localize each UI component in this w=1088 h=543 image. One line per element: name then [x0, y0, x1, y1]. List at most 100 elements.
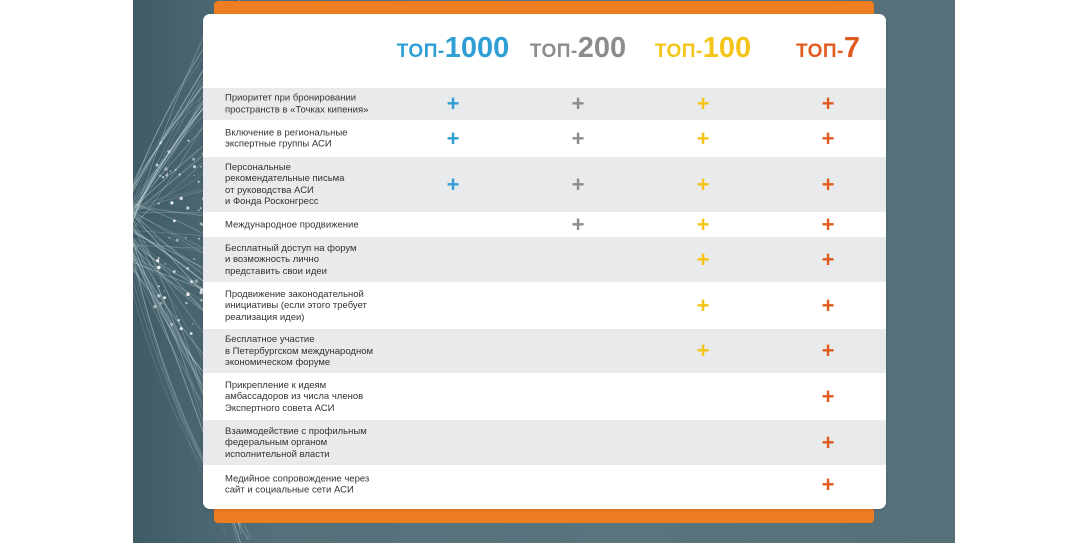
fiber-light-dot [192, 157, 196, 161]
fiber-light-dot [178, 173, 181, 176]
fiber-light-dot [194, 279, 199, 283]
tier-number: 100 [702, 32, 752, 64]
plus-icon: + [821, 125, 835, 151]
tier-prefix: ТОП- [654, 41, 703, 62]
fiber-light-dot [157, 265, 161, 270]
tier-prefix: ТОП- [529, 41, 578, 62]
tier-top-1000: ТОП-1000 [378, 32, 528, 65]
fiber-light-dot [192, 323, 194, 325]
plus-icon: + [571, 125, 585, 151]
table-row: Приоритет при бронировании пространств в… [203, 88, 886, 120]
benefit-label: Продвижение законодательной инициативы (… [225, 288, 367, 323]
fiber-light-dot [159, 174, 162, 177]
table-row: Взаимодействие с профильным федеральным … [203, 420, 886, 465]
fiber-light-dot [168, 236, 171, 239]
fiber-light-dot [169, 170, 172, 172]
table-row: Международное продвижение + + + [203, 212, 886, 237]
fiber-light-dot [200, 288, 204, 292]
fiber-light-dot [157, 294, 161, 298]
plus-icon: + [821, 91, 835, 116]
table-row: Прикрепление к идеям амбассадоров из чис… [203, 373, 886, 420]
table-row: Медийное сопровождение через сайт и соци… [203, 465, 886, 504]
fiber-light-dot [159, 141, 162, 145]
plus-icon: + [571, 171, 585, 197]
benefit-label: Взаимодействие с профильным федеральным … [225, 425, 367, 460]
fiber-light-dot [199, 207, 202, 210]
comparison-card: ТОП-1000 ТОП-200 ТОП-100 ТОП-7 Приоритет… [203, 14, 886, 509]
fiber-light-dot [197, 180, 200, 183]
table-row: Продвижение законодательной инициативы (… [203, 282, 886, 329]
tier-top-200: ТОП-200 [503, 32, 653, 65]
fiber-light-dot [186, 292, 190, 297]
plus-icon: + [821, 171, 835, 197]
plus-icon: + [446, 91, 460, 116]
fiber-light-dot [165, 173, 169, 177]
fiber-light-dot [184, 236, 187, 239]
fiber-light-dot [193, 174, 195, 177]
plus-icon: + [821, 338, 835, 363]
fiber-light-dot [155, 163, 159, 167]
plus-icon: + [696, 292, 710, 318]
fiber-light-dot [163, 290, 165, 292]
fiber-light-dot [161, 176, 165, 179]
benefit-label: Медийное сопровождение через сайт и соци… [225, 473, 370, 496]
fiber-light-dot [192, 165, 197, 169]
fiber-light-dot [179, 196, 183, 201]
fiber-light-dot [166, 172, 169, 175]
fiber-light-dot [177, 318, 181, 322]
tier-prefix: ТОП- [795, 41, 844, 62]
plus-icon: + [696, 246, 710, 272]
tier-number: 7 [843, 32, 861, 64]
benefit-label: Бесплатный доступ на форум и возможность… [225, 242, 357, 277]
fiber-light-dot [156, 259, 160, 263]
fiber-light-dot [164, 263, 166, 265]
fiber-strand [133, 0, 241, 187]
benefit-label: Приоритет при бронировании пространств в… [225, 92, 369, 116]
fiber-light-dot [175, 238, 179, 242]
plus-icon: + [696, 125, 710, 151]
table-row: Персональные рекомендательные письма от … [203, 157, 886, 212]
fiber-light-dot [189, 332, 193, 335]
benefit-label: Международное продвижение [225, 218, 359, 230]
fiber-light-dot [190, 280, 193, 284]
fiber-light-dot [185, 301, 188, 305]
plus-icon: + [821, 429, 835, 455]
fiber-light-dot [186, 267, 189, 270]
plus-icon: + [446, 125, 460, 151]
fiber-light-dot [164, 167, 168, 171]
plus-icon: + [821, 211, 835, 237]
tier-top-100: ТОП-100 [628, 32, 778, 65]
fiber-light-dot [170, 322, 174, 327]
fiber-light-dot [199, 291, 203, 295]
fiber-light-dot [157, 256, 160, 259]
plus-icon: + [696, 338, 710, 363]
tier-number: 200 [577, 32, 627, 64]
table-row: Включение в региональные экспертные груп… [203, 120, 886, 157]
plus-icon: + [821, 383, 835, 409]
benefit-label: Прикрепление к идеям амбассадоров из чис… [225, 379, 364, 414]
tier-header: ТОП-1000 ТОП-200 ТОП-100 ТОП-7 [203, 32, 886, 72]
fiber-light-dot [157, 202, 160, 205]
benefit-label: Бесплатное участие в Петербургском между… [225, 333, 374, 368]
benefit-label: Включение в региональные экспертные груп… [225, 127, 348, 150]
fiber-light-dot [170, 201, 174, 205]
fiber-light-dot [153, 304, 157, 309]
plus-icon: + [821, 246, 835, 272]
plus-icon: + [446, 171, 460, 197]
fiber-light-dot [187, 139, 190, 142]
plus-icon: + [571, 91, 585, 116]
fiber-light-dot [173, 270, 176, 273]
plus-icon: + [571, 211, 585, 237]
tier-number: 1000 [444, 32, 510, 64]
tier-top-7: ТОП-7 [753, 32, 886, 65]
table-row: Бесплатный доступ на форум и возможность… [203, 237, 886, 282]
fiber-light-dot [173, 219, 176, 223]
benefit-label: Персональные рекомендательные письма от … [225, 161, 345, 208]
benefits-table: Приоритет при бронировании пространств в… [203, 88, 886, 504]
fiber-light-dot [193, 258, 195, 260]
fiber-light-dot [158, 285, 160, 288]
fiber-light-dot [198, 237, 200, 240]
fiber-light-dot [200, 299, 203, 302]
fiber-light-dot [174, 168, 177, 171]
fiber-light-dot [197, 209, 200, 212]
